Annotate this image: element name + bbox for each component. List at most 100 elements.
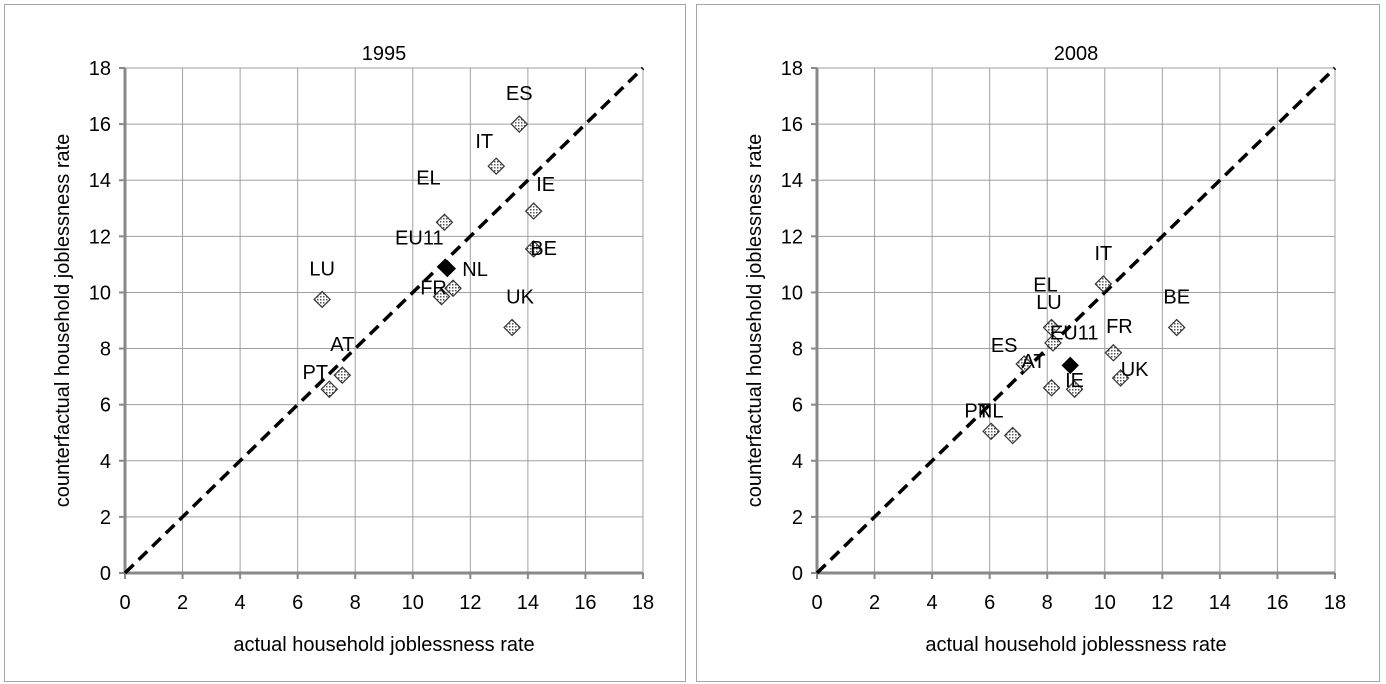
y-tick-label: 14 (89, 170, 111, 192)
data-point (524, 202, 543, 220)
y-tick-label: 10 (89, 282, 111, 304)
data-point (1044, 334, 1062, 352)
data-point (1094, 275, 1113, 293)
point-label: BE (530, 238, 557, 260)
x-tick-label: 0 (811, 592, 822, 614)
y-tick-label: 0 (100, 563, 111, 585)
x-tick-label: 10 (402, 592, 424, 614)
data-point-eu11 (1061, 356, 1079, 375)
y-tick-label: 16 (781, 114, 803, 136)
data-point (435, 213, 454, 232)
point-label: IT (1094, 243, 1112, 265)
y-tick-label: 2 (100, 507, 111, 529)
chart-title: 2008 (1054, 43, 1099, 65)
x-tick-label: 0 (119, 592, 130, 614)
point-label: IE (536, 174, 555, 196)
x-tick-label: 16 (1266, 592, 1288, 614)
y-tick-label: 16 (89, 114, 111, 136)
y-tick-label: 6 (100, 395, 111, 417)
y-tick-label: 12 (781, 226, 803, 248)
y-tick-label: 12 (89, 226, 111, 248)
chart-title: 1995 (362, 43, 407, 65)
x-tick-label: 6 (984, 592, 995, 614)
x-tick-label: 10 (1094, 592, 1116, 614)
chart-panel-1995: 0 0 2 2 4 4 6 6 8 8 10 10 12 12 14 14 16 16 18 18 1995 actual… (4, 4, 686, 682)
y-tick-label: 18 (781, 58, 803, 80)
point-label: ES (991, 335, 1018, 357)
point-label: EL (416, 167, 440, 189)
data-point (1042, 318, 1061, 337)
point-label: IE (1065, 370, 1084, 392)
x-tick-label: 8 (1042, 592, 1053, 614)
data-point (313, 290, 331, 309)
x-tick-label: 12 (459, 592, 481, 614)
x-tick-label: 18 (632, 592, 654, 614)
point-label: EU11 (395, 228, 444, 250)
y-tick-label: 4 (100, 451, 111, 473)
x-tick-label: 8 (350, 592, 361, 614)
point-label: AT (1021, 351, 1045, 373)
y-tick-label: 2 (792, 507, 803, 529)
point-label: FR (1106, 316, 1133, 338)
y-axis-label: counterfactual household joblessness rat… (744, 134, 766, 508)
data-point (444, 279, 462, 298)
data-point (1111, 369, 1130, 387)
point-label: UK (1121, 359, 1149, 381)
data-point-eu11 (438, 259, 457, 278)
chart-panel-2008: 0 0 2 2 4 4 6 6 8 8 10 10 12 12 14 14 16 16 18 18 2008 actual… (696, 4, 1380, 682)
data-point (1065, 380, 1084, 399)
x-tick-label: 18 (1324, 592, 1346, 614)
point-label: ES (506, 83, 533, 105)
data-point (432, 287, 451, 306)
y-tick-label: 0 (792, 563, 803, 585)
point-label: IT (475, 131, 493, 153)
point-label: PT (303, 362, 329, 384)
data-point (1167, 318, 1186, 337)
data-point (333, 366, 352, 385)
point-label: AT (330, 334, 354, 356)
y-tick-label: 8 (792, 339, 803, 361)
x-tick-label: 2 (869, 592, 880, 614)
point-label: FR (420, 278, 447, 300)
y-tick-label: 10 (781, 282, 803, 304)
x-tick-label: 4 (927, 592, 938, 614)
x-tick-label: 4 (235, 592, 246, 614)
point-label: BE (1163, 287, 1190, 309)
point-label: LU (309, 258, 335, 280)
x-tick-label: 6 (292, 592, 303, 614)
x-tick-label: 14 (1209, 592, 1231, 614)
y-tick-label: 18 (89, 58, 111, 80)
point-label: PT (964, 400, 990, 422)
point-label: EU11 (1050, 322, 1099, 344)
x-tick-label: 12 (1151, 592, 1173, 614)
point-label: EL (1033, 275, 1057, 297)
data-point (503, 318, 521, 337)
point-label: UK (506, 287, 534, 309)
y-tick-label: 14 (781, 170, 803, 192)
data-point (982, 422, 1000, 441)
y-axis-label: counterfactual household joblessness rat… (52, 134, 74, 508)
data-point (487, 157, 506, 176)
scatter-chart-2008: 00 2 2 4 4 6 6 8 8 10 10 12 12 14 14 16 16 18 18 2008 actual… (744, 43, 1346, 656)
reference-line (123, 66, 645, 575)
y-tick-label: 4 (792, 451, 803, 473)
data-point (1042, 378, 1061, 397)
x-axis-label: actual household joblessness rate (925, 634, 1226, 656)
scatter-chart-1995: 00 2 2 4 4 6 6 8 8 10 10 12 12 14 14 16 16 18 18 1995 actual… (52, 43, 654, 656)
data-point (510, 115, 529, 133)
x-tick-label: 2 (177, 592, 188, 614)
x-tick-label: 14 (517, 592, 539, 614)
x-axis-label: actual household joblessness rate (233, 634, 534, 656)
point-label: NL (978, 401, 1004, 423)
point-label: LU (1036, 292, 1062, 314)
y-tick-label: 8 (100, 339, 111, 361)
data-point (1104, 343, 1123, 362)
reference-line (815, 66, 1337, 575)
data-point (524, 240, 543, 258)
y-tick-label: 6 (792, 395, 803, 417)
data-point (1015, 355, 1034, 373)
data-point (1003, 426, 1022, 445)
x-tick-label: 16 (574, 592, 596, 614)
data-point (320, 380, 339, 399)
point-label: NL (462, 259, 488, 281)
